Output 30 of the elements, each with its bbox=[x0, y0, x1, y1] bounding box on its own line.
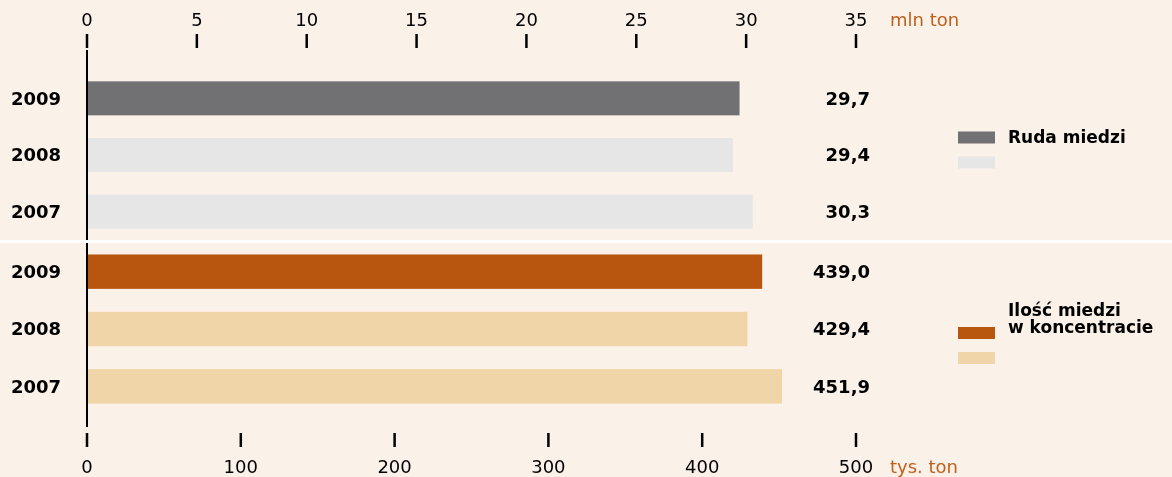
text: Ilość miedzi w koncentracie bbox=[1008, 299, 1154, 337]
x-tick-label: 0 bbox=[81, 456, 93, 477]
y-tick-label: 2009 bbox=[10, 260, 62, 282]
y-tick-label: 2008 bbox=[10, 144, 62, 166]
data-label: 439,0 bbox=[813, 260, 870, 282]
x2-tick-label: 30 bbox=[734, 9, 758, 30]
data-label: 451,9 bbox=[813, 375, 870, 397]
x2-tick-label: 5 bbox=[191, 9, 203, 30]
data-label: 29,4 bbox=[825, 144, 870, 166]
legend-label: Ruda miedzi bbox=[1008, 127, 1126, 148]
x2-tick-label: 10 bbox=[295, 9, 319, 30]
x2-tick-label: 35 bbox=[844, 9, 868, 30]
data-label: 29,7 bbox=[825, 87, 870, 109]
y-tick-label: 2008 bbox=[10, 318, 62, 340]
x-tick-label: 500 bbox=[838, 456, 874, 477]
data-label: 30,3 bbox=[825, 200, 870, 222]
x2-tick-label: 0 bbox=[81, 9, 93, 30]
x2-axis-title: mln ton bbox=[890, 9, 960, 30]
y-tick-label: 2009 bbox=[10, 87, 62, 109]
x2-tick-label: 15 bbox=[405, 9, 429, 30]
data-label: 429,4 bbox=[813, 318, 870, 340]
x-tick-label: 200 bbox=[377, 456, 412, 477]
x-tick-label: 400 bbox=[685, 456, 720, 477]
y-tick-label: 2007 bbox=[10, 375, 62, 397]
x-tick-label: 300 bbox=[531, 456, 566, 477]
y-tick-label: 2007 bbox=[10, 200, 62, 222]
x2-tick-label: 25 bbox=[624, 9, 648, 30]
x-axis-title: tys. ton bbox=[890, 456, 959, 477]
x2-tick-label: 20 bbox=[514, 9, 538, 30]
x-tick-label: 100 bbox=[223, 456, 258, 477]
